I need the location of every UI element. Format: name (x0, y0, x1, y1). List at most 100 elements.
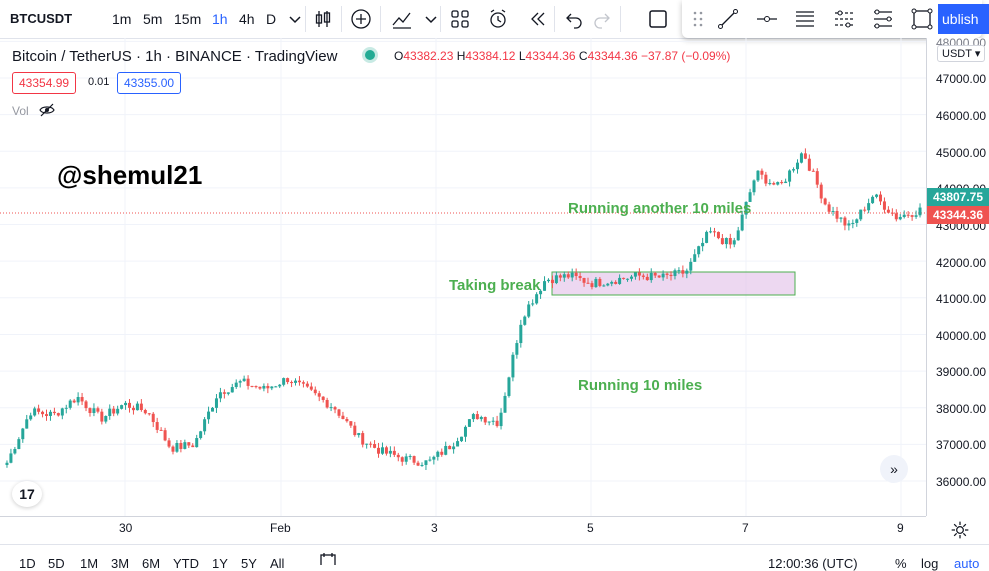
candle-body (13, 449, 17, 454)
tradingview-logo[interactable]: 17 (12, 481, 42, 507)
candle-body (392, 450, 396, 455)
candle-body (463, 426, 467, 437)
alert-clock-icon[interactable] (486, 7, 510, 31)
price-tick: 37000.00 (936, 438, 987, 452)
rectangle-tool-icon[interactable] (910, 7, 934, 31)
annotation-running-another[interactable]: Running another 10 miles (568, 200, 752, 217)
candle-body (108, 408, 112, 417)
candle-body (499, 412, 503, 427)
candle-body (369, 443, 373, 445)
timeframe-d[interactable]: D (266, 11, 277, 27)
calendar-icon[interactable] (320, 553, 336, 565)
timeframe-5m[interactable]: 5m (143, 11, 163, 27)
timeframe-1h[interactable]: 1h (212, 11, 228, 27)
candle-body (286, 378, 290, 383)
candle-body (847, 223, 851, 226)
candles-icon[interactable] (311, 7, 335, 31)
candle-body (282, 378, 286, 385)
candle-body (882, 201, 886, 210)
candle-body (424, 460, 428, 465)
annotation-running-10[interactable]: Running 10 miles (578, 377, 703, 394)
redo-icon[interactable] (590, 7, 614, 31)
parallel-lines-icon[interactable] (793, 7, 817, 31)
annotation-taking-break[interactable]: Taking break (449, 277, 541, 294)
chevron-down-icon[interactable] (283, 7, 307, 31)
indicators-icon[interactable] (390, 7, 414, 31)
chevron-down-icon[interactable] (419, 7, 443, 31)
candle-body (159, 429, 163, 431)
candle-body (104, 416, 108, 422)
candle-body (633, 272, 637, 277)
sell-button[interactable]: 43354.99 (12, 72, 77, 94)
candle-body (871, 196, 875, 204)
candle-body (539, 290, 543, 295)
timeframe-4h[interactable]: 4h (239, 11, 255, 27)
buy-button[interactable]: 43355.00 (117, 72, 182, 94)
settings-gear-icon[interactable] (950, 520, 970, 540)
candle-body (752, 180, 756, 193)
horizontal-ray-icon[interactable] (755, 7, 779, 31)
author-watermark: @shemul21 (57, 160, 203, 190)
price-axis[interactable] (926, 38, 989, 516)
undo-icon[interactable] (562, 7, 586, 31)
drag-handle-icon[interactable] (686, 7, 710, 31)
candle-body (357, 433, 361, 436)
trend-line-icon[interactable] (716, 7, 740, 31)
candle-body (187, 442, 191, 446)
candle-body (550, 279, 554, 284)
channel-icon[interactable] (832, 7, 856, 31)
candle-body (795, 162, 799, 170)
publish-button[interactable]: ublish (938, 4, 989, 34)
candle-body (353, 425, 357, 436)
hide-eye-icon[interactable] (38, 101, 56, 119)
price-chart[interactable] (0, 38, 926, 516)
timeframe-15m[interactable]: 15m (174, 11, 202, 27)
candle-body (175, 443, 179, 452)
currency-selector[interactable]: USDT ▾ (937, 45, 986, 62)
candle-body (218, 392, 222, 399)
candle-body (56, 413, 60, 416)
candle-body (629, 276, 633, 279)
candle-body (436, 451, 440, 457)
timeframe-1m[interactable]: 1m (112, 11, 132, 27)
candle-body (878, 194, 882, 202)
candle-body (523, 316, 527, 325)
candle-body (574, 272, 578, 277)
add-indicator-icon[interactable] (349, 7, 373, 31)
candle-body (886, 209, 890, 213)
candle-body (234, 382, 238, 388)
fib-levels-icon[interactable] (871, 7, 895, 31)
candle-body (400, 457, 404, 462)
candle-body (444, 445, 448, 455)
candle-body (503, 395, 507, 413)
candle-body (673, 270, 677, 277)
candle-body (456, 441, 460, 447)
time-tick: 5 (587, 521, 594, 535)
fullscreen-icon[interactable] (646, 7, 670, 31)
candle-body (124, 402, 128, 406)
candle-body (669, 274, 673, 277)
candle-body (131, 407, 135, 411)
candle-body (875, 194, 879, 197)
symbol-search[interactable]: BTCUSDT (10, 11, 73, 26)
candle-body (222, 392, 226, 394)
candle-body (558, 275, 562, 278)
time-axis[interactable] (0, 516, 926, 545)
replay-icon[interactable] (526, 7, 550, 31)
volume-label[interactable]: Vol (12, 104, 29, 118)
candle-body (321, 396, 325, 400)
candle-body (313, 389, 317, 394)
candle-body (803, 153, 807, 159)
candle-body (906, 214, 910, 216)
layout-grid-icon[interactable] (448, 7, 472, 31)
candle-body (345, 419, 349, 422)
candle-body (788, 170, 792, 182)
candle-body (238, 381, 242, 383)
candle-body (278, 384, 282, 387)
market-status-icon[interactable] (365, 50, 375, 60)
candle-body (116, 408, 120, 414)
candle-body (511, 354, 515, 378)
chart-legend-title[interactable]: Bitcoin / TetherUS · 1h · BINANCE · Trad… (12, 48, 338, 65)
scroll-to-realtime-button[interactable]: » (880, 455, 908, 483)
candle-body (5, 462, 9, 465)
